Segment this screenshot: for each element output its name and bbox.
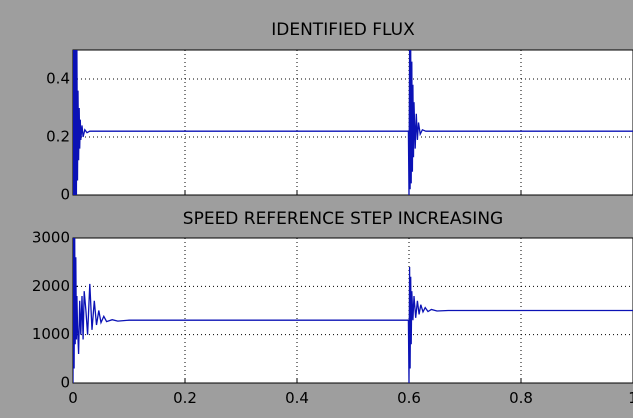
chart-title: IDENTIFIED FLUX [271, 20, 415, 40]
y-tick-label: 1000 [32, 325, 70, 343]
y-tick-label: 2000 [32, 277, 70, 295]
series-line [73, 238, 633, 383]
x-tick-label: 0.8 [509, 389, 533, 407]
plot-area [72, 49, 633, 196]
y-tick-label: 0.2 [46, 128, 70, 146]
chart-title: SPEED REFERENCE STEP INCREASING [183, 209, 503, 229]
speed-panel: SPEED REFERENCE STEP INCREASING 0 0.2 0.4 0.… [32, 209, 633, 407]
y-tick-label: 0.4 [46, 70, 70, 88]
x-tick-label: 0.6 [397, 389, 421, 407]
x-tick-label: 0 [68, 389, 78, 407]
y-tick-label: 0 [60, 374, 70, 392]
flux-panel: IDENTIFIED FLUX 0 0.2 0.4 [46, 20, 633, 204]
series-line [73, 50, 633, 195]
x-tick-label: 0.4 [285, 389, 309, 407]
x-tick-label: 0.2 [173, 389, 197, 407]
y-tick-label: 3000 [32, 229, 70, 247]
x-tick-label: 1 [628, 389, 633, 407]
y-tick-label: 0 [60, 186, 70, 204]
